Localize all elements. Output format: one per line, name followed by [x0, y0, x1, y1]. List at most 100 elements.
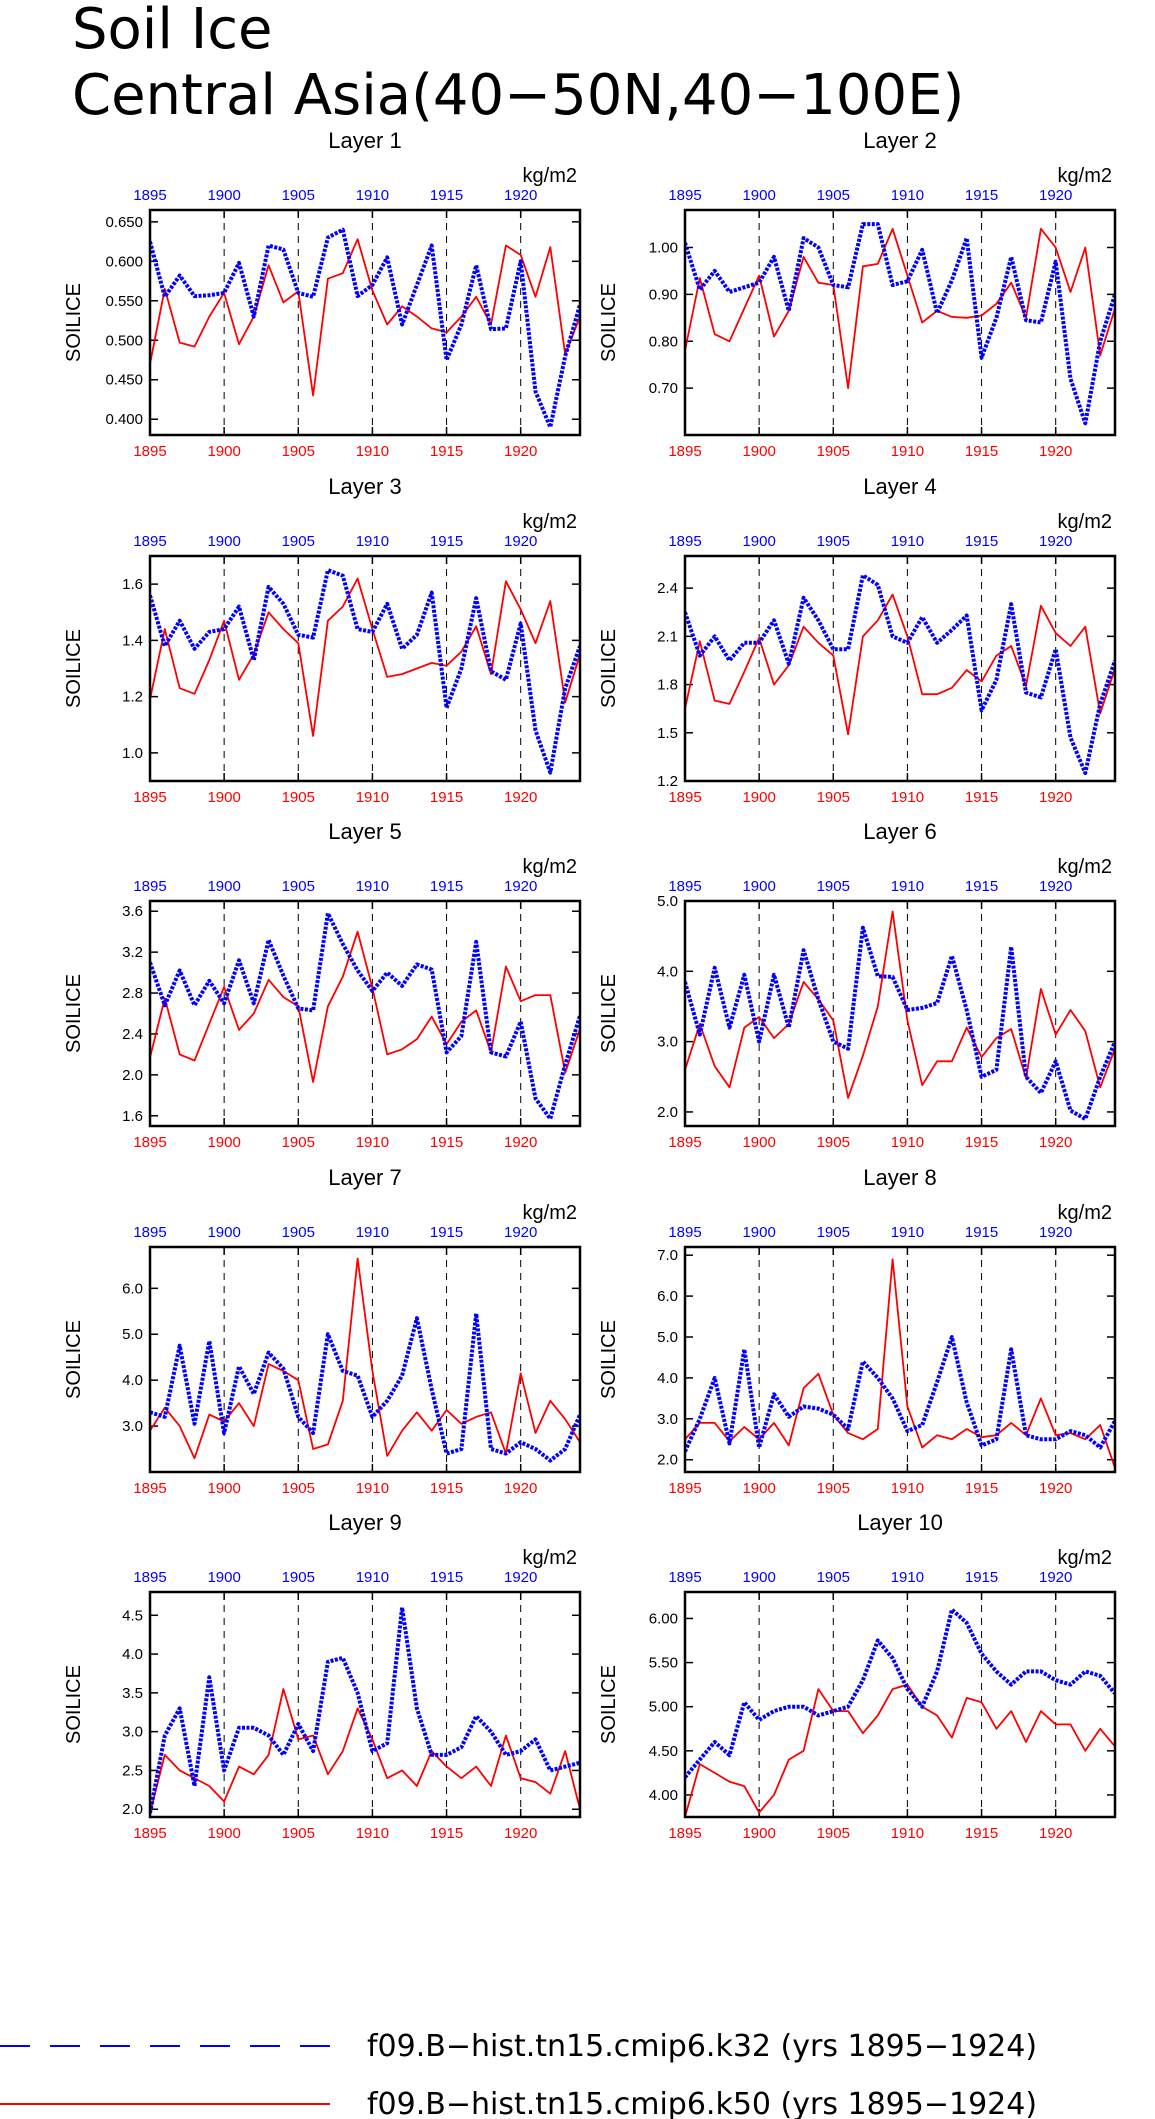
y-tick-label: 2.1	[657, 628, 678, 645]
series-line-k32	[685, 925, 1115, 1121]
x-tick-label-top: 1920	[504, 533, 537, 550]
plot-frame	[148, 899, 582, 1128]
x-tick-label-bottom: 1895	[133, 1134, 166, 1151]
series-group	[150, 1605, 580, 1814]
x-tick-label-bottom: 1910	[356, 1480, 389, 1497]
x-tick-label-top: 1895	[668, 533, 701, 550]
x-tick-label-bottom: 1905	[817, 1825, 850, 1842]
y-axis-label: SOILICE	[598, 283, 620, 362]
y-axis-label: SOILICE	[63, 974, 85, 1053]
panel-layer-1: Layer 1 kg/m2 SOILICE 1895 1895 1900 1900 1905 1…	[63, 128, 582, 460]
y-tick-label: 0.90	[649, 286, 678, 303]
panel-layer-8: Layer 8 kg/m2 SOILICE 1895 1895 1900 1900 1905 1…	[598, 1165, 1117, 1497]
x-tick-label-bottom: 1895	[668, 1480, 701, 1497]
panel-layer-5: Layer 5 kg/m2 SOILICE 1895 1895 1900 1900 1905 1…	[63, 819, 582, 1151]
plot-frame	[683, 554, 1117, 783]
x-tick-label-top: 1915	[430, 187, 463, 204]
series-line-k32	[685, 573, 1115, 775]
y-tick-label: 0.500	[105, 332, 143, 349]
y-tick-label: 4.0	[657, 963, 678, 980]
x-tick-label-bottom: 1900	[207, 443, 240, 460]
series-group	[685, 573, 1115, 775]
x-tick-label-top: 1895	[133, 187, 166, 204]
x-tick-label-top: 1915	[965, 533, 998, 550]
y-tick-label: 2.4	[657, 580, 678, 597]
y-tick-label: 5.0	[657, 1329, 678, 1346]
y-axis-label: SOILICE	[63, 1320, 85, 1399]
series-line-k32	[685, 222, 1115, 426]
x-tick-label-bottom: 1905	[817, 1480, 850, 1497]
legend-label-k50: f09.B−hist.tn15.cmip6.k50 (yrs 1895−1924…	[367, 2087, 1037, 2119]
units-label: kg/m2	[523, 856, 577, 878]
x-tick-label-top: 1900	[207, 878, 240, 895]
x-tick-label-bottom: 1915	[965, 789, 998, 806]
y-tick-label: 4.0	[657, 1370, 678, 1387]
y-tick-label: 2.0	[122, 1067, 143, 1084]
x-tick-label-top: 1915	[430, 1569, 463, 1586]
series-line-k32	[150, 911, 580, 1121]
x-tick-label-top: 1905	[282, 187, 315, 204]
series-group	[150, 227, 580, 430]
x-tick-label-bottom: 1905	[282, 789, 315, 806]
series-line-k50	[150, 238, 580, 397]
y-tick-label: 5.50	[649, 1655, 678, 1672]
plot-frame	[148, 1590, 582, 1819]
x-tick-label-top: 1910	[356, 1569, 389, 1586]
x-tick-label-bottom: 1910	[356, 1825, 389, 1842]
y-tick-label: 0.400	[105, 411, 143, 428]
panel-layer-9: Layer 9 kg/m2 SOILICE 1895 1895 1900 1900 1905 1…	[63, 1510, 582, 1842]
panel-layer-4: Layer 4 kg/m2 SOILICE 1895 1895 1900 1900 1905 1…	[598, 474, 1117, 806]
units-label: kg/m2	[523, 1547, 577, 1569]
y-tick-label: 3.6	[122, 903, 143, 920]
y-tick-label: 1.5	[657, 725, 678, 742]
units-label: kg/m2	[523, 165, 577, 187]
y-tick-label: 0.550	[105, 293, 143, 310]
x-tick-label-top: 1900	[207, 1569, 240, 1586]
x-tick-label-bottom: 1905	[817, 443, 850, 460]
y-tick-label: 7.0	[657, 1247, 678, 1264]
x-tick-label-bottom: 1895	[668, 443, 701, 460]
x-tick-label-bottom: 1900	[742, 1134, 775, 1151]
x-tick-label-bottom: 1895	[668, 789, 701, 806]
y-tick-label: 0.70	[649, 380, 678, 397]
y-tick-label: 5.0	[122, 1326, 143, 1343]
units-label: kg/m2	[1058, 511, 1112, 533]
x-tick-label-top: 1905	[817, 878, 850, 895]
x-tick-label-top: 1915	[430, 1224, 463, 1241]
units-label: kg/m2	[523, 511, 577, 533]
panel-layer-6: Layer 6 kg/m2 SOILICE 1895 1895 1900 1900 1905 1…	[598, 819, 1117, 1151]
x-tick-label-bottom: 1910	[891, 789, 924, 806]
x-tick-label-top: 1915	[965, 1569, 998, 1586]
y-tick-label: 3.5	[122, 1685, 143, 1702]
series-line-k32	[150, 227, 580, 430]
x-tick-label-top: 1910	[356, 1224, 389, 1241]
series-group	[685, 910, 1115, 1121]
y-tick-label: 3.0	[657, 1411, 678, 1428]
units-label: kg/m2	[523, 1202, 577, 1224]
y-tick-label: 2.5	[122, 1762, 143, 1779]
units-label: kg/m2	[1058, 856, 1112, 878]
x-tick-label-bottom: 1920	[504, 1134, 537, 1151]
x-tick-label-top: 1920	[1039, 1224, 1072, 1241]
x-tick-label-bottom: 1900	[742, 1480, 775, 1497]
x-tick-label-bottom: 1920	[504, 1825, 537, 1842]
plot-frame	[683, 1245, 1117, 1474]
x-tick-label-bottom: 1900	[742, 1825, 775, 1842]
y-tick-label: 1.6	[122, 1108, 143, 1125]
x-tick-label-bottom: 1920	[1039, 443, 1072, 460]
y-tick-label: 2.0	[122, 1801, 143, 1818]
plot-frame	[148, 554, 582, 783]
x-tick-label-bottom: 1900	[207, 1134, 240, 1151]
panel-title: Layer 9	[328, 1510, 401, 1535]
y-tick-label: 4.00	[649, 1787, 678, 1804]
x-tick-label-bottom: 1915	[965, 1480, 998, 1497]
y-tick-label: 0.450	[105, 372, 143, 389]
x-tick-label-top: 1910	[356, 878, 389, 895]
x-tick-label-top: 1910	[891, 187, 924, 204]
series-line-k50	[150, 1257, 580, 1460]
x-tick-label-bottom: 1910	[356, 789, 389, 806]
x-tick-label-bottom: 1910	[891, 443, 924, 460]
x-tick-label-top: 1900	[207, 533, 240, 550]
panel-layer-7: Layer 7 kg/m2 SOILICE 1895 1895 1900 1900 1905 1…	[63, 1165, 582, 1497]
